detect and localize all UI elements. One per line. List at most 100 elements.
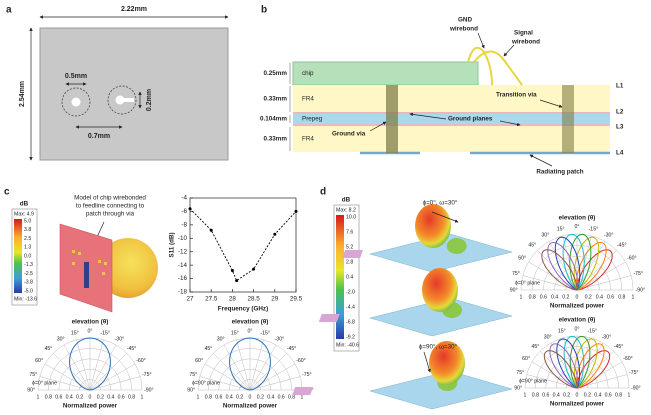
annotation: Transition via	[496, 92, 537, 99]
radial-tick-label: 0.8	[529, 294, 536, 300]
angle-label: 45°	[205, 346, 213, 352]
pad	[104, 262, 107, 265]
layer-level: L4	[616, 150, 624, 157]
feed-trace	[342, 250, 364, 258]
via-keepout	[107, 85, 137, 115]
pointer-arrow	[431, 211, 459, 223]
main-lobe	[422, 268, 458, 312]
pad	[72, 250, 75, 253]
colorbar-tick: -2.0	[346, 289, 355, 295]
annotation: Signal	[514, 30, 533, 37]
panel-label: b	[261, 5, 267, 16]
layer-level: L2	[616, 109, 624, 116]
angle-label: 75°	[29, 372, 37, 378]
angle-label: 90°	[187, 387, 195, 393]
angle-label: 75°	[516, 370, 524, 376]
radial-tick-label: 1	[37, 394, 40, 400]
x-tick-label: 29.5	[290, 296, 303, 303]
angle-label: -15°	[100, 331, 110, 337]
colorbar-unit: dB	[342, 197, 351, 204]
angle-label: 45°	[528, 243, 536, 249]
angle-label: -60°	[623, 356, 633, 362]
angle-label: 30°	[544, 334, 552, 340]
angle-label: 0°	[575, 327, 580, 333]
radial-tick-label: 0.2	[76, 394, 83, 400]
angle-label: -45°	[617, 243, 627, 249]
via	[71, 97, 81, 107]
radiation-pattern	[562, 233, 585, 291]
plot-frame	[189, 197, 297, 293]
y-axis-label: S11 (dB)	[169, 232, 176, 257]
angle-label: -45°	[287, 346, 297, 352]
panel-label: a	[6, 5, 12, 16]
angle-label: 90°	[27, 387, 35, 393]
pad	[78, 252, 81, 255]
pointer-arrow	[409, 112, 447, 120]
radiation-pattern	[556, 338, 581, 389]
signal-wirebond	[473, 50, 523, 86]
colorbar-tick: -2.5	[24, 271, 33, 277]
colorbar-tick: 10.0	[346, 214, 356, 220]
colorbar-tick: -6.8	[346, 319, 355, 325]
pointer-arrow	[477, 32, 485, 49]
angle-label: 90°	[514, 385, 522, 391]
polar-spoke	[249, 363, 296, 391]
radiation-pattern	[569, 335, 591, 389]
radial-tick-label: 0.6	[540, 294, 547, 300]
s11-point	[235, 279, 239, 283]
s11-point	[209, 228, 213, 232]
annotation: wirebond	[511, 39, 540, 46]
polar-spoke	[76, 339, 91, 391]
angle-label: 60°	[35, 358, 43, 364]
radial-tick-label: 0.2	[584, 392, 591, 398]
angle-label: 60°	[195, 358, 203, 364]
radial-tick-label: 1	[520, 294, 523, 300]
dimension-label: 0.7mm	[88, 133, 110, 140]
angle-label: -15°	[260, 331, 270, 337]
angle-label: -30°	[275, 336, 285, 342]
layer-level: L1	[616, 83, 624, 90]
y-tick-label: -6	[181, 208, 187, 215]
angle-label: -45°	[127, 346, 137, 352]
polar-spoke	[39, 376, 91, 391]
plane-label: ϕ=0° plane	[515, 280, 540, 286]
layer-level: L3	[616, 124, 624, 131]
polar-title: elevation (θ)	[72, 319, 109, 326]
radiation-pattern	[575, 241, 607, 291]
radiation-pattern	[575, 343, 605, 389]
feed-trace	[292, 387, 314, 395]
annotation: Ground planes	[448, 116, 493, 123]
thickness-label: 0.33mm	[264, 136, 288, 143]
pad	[98, 260, 101, 263]
caption: patch through via	[86, 211, 135, 218]
angle-label: 15°	[231, 331, 239, 337]
polar-spoke	[223, 344, 251, 391]
x-tick-label: 27.5	[205, 296, 218, 303]
colorbar-tick: 0.0	[24, 253, 31, 259]
radial-tick-label: 0.8	[128, 394, 135, 400]
angle-label: 75°	[512, 271, 520, 277]
dimension-label: 0.5mm	[65, 73, 87, 80]
y-tick-label: -16	[178, 275, 188, 282]
angle-label: -30°	[115, 336, 125, 342]
angle-label: 15°	[557, 226, 565, 232]
radial-tick-label: 0.8	[618, 294, 625, 300]
layer-name: Prepeg	[302, 116, 323, 123]
radiation-pattern	[554, 236, 581, 291]
y-tick-label: -18	[178, 289, 188, 296]
s11-point	[252, 267, 256, 271]
s11-point	[188, 207, 192, 211]
caption: Model of chip wirebonded	[74, 195, 146, 202]
colorbar-tick: 7.6	[346, 229, 353, 235]
x-tick-label: 27	[186, 296, 194, 303]
polar-axis-label: Normalized power	[223, 403, 278, 410]
radiation-pattern	[563, 335, 585, 389]
colorbar	[336, 215, 344, 339]
s11-curve	[189, 208, 297, 282]
s11-point	[273, 232, 277, 236]
colorbar-max: Max: 8.2	[336, 207, 356, 213]
radial-tick-label: 0.4	[553, 392, 560, 398]
angle-label: -75°	[629, 370, 639, 376]
radial-tick-label: 0.4	[226, 394, 233, 400]
radial-tick-label: 0.8	[615, 392, 622, 398]
